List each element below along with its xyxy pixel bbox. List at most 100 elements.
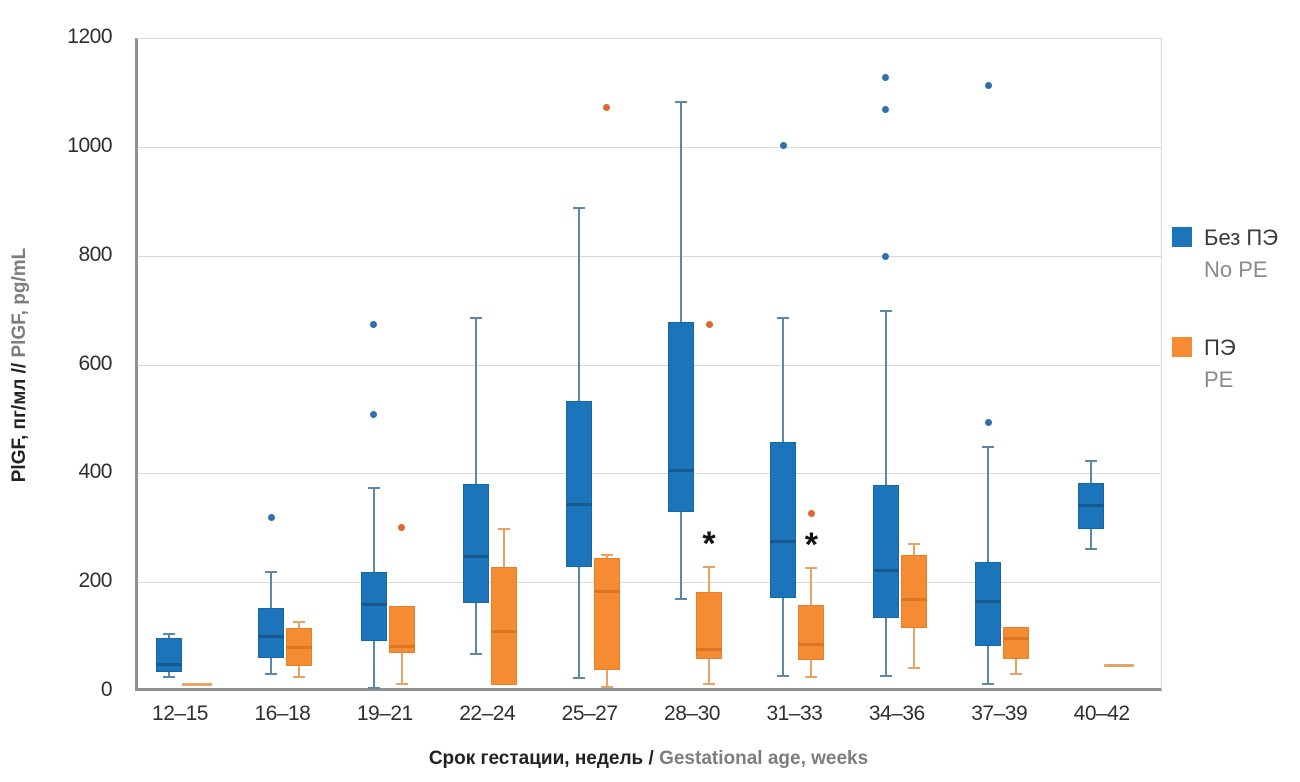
outlier-dot <box>370 410 378 418</box>
whisker-cap-low <box>777 674 790 677</box>
median-line <box>770 539 797 543</box>
y-axis-label: PlGF, пг/мл // PlGF, pg/mL <box>9 185 31 545</box>
median-line <box>798 643 825 647</box>
box <box>156 637 182 673</box>
whisker-cap-low <box>265 673 278 676</box>
x-tick-label: 34–36 <box>868 702 925 725</box>
x-axis-label-ru: Срок гестации, недель / <box>428 748 654 769</box>
legend: Без ПЭ No PE ПЭ PE <box>1172 222 1278 442</box>
box <box>593 558 620 671</box>
box <box>696 592 722 659</box>
x-tick-label: 31–33 <box>766 702 823 725</box>
whisker-cap-low <box>600 685 613 688</box>
outlier-dot <box>984 419 992 427</box>
median-line <box>156 662 182 666</box>
box <box>975 562 1002 646</box>
whisker-cap-low <box>367 686 380 689</box>
median-line <box>258 634 285 638</box>
whisker-cap-high <box>703 565 715 568</box>
y-tick-label: 800 <box>78 242 112 266</box>
whisker-cap-low <box>907 667 920 670</box>
gridline <box>138 364 1161 366</box>
flat-value-line <box>1103 664 1134 668</box>
whisker-cap-low <box>395 682 408 685</box>
outlier-dot <box>603 103 611 111</box>
outlier-dot <box>807 510 815 517</box>
whisker-cap-high <box>498 527 511 530</box>
median-line <box>872 569 899 573</box>
box <box>565 400 592 567</box>
median-line <box>975 599 1002 603</box>
x-tick-label: 28–30 <box>664 702 720 725</box>
y-tick-label: 0 <box>100 678 113 701</box>
box <box>258 607 285 658</box>
box <box>668 321 694 513</box>
outlier-dot <box>705 321 713 329</box>
median-line <box>668 468 694 472</box>
significance-marker: * <box>804 526 818 565</box>
outlier-dot <box>398 524 406 532</box>
whisker-cap-high <box>675 100 687 103</box>
legend-swatch-no-pe <box>1172 227 1192 247</box>
whisker-cap-high <box>265 571 278 574</box>
x-tick-label: 22–24 <box>459 702 516 725</box>
whisker-cap-low <box>879 674 892 677</box>
median-line <box>463 554 490 558</box>
y-tick-label: 400 <box>78 460 112 484</box>
gridline <box>138 146 1161 148</box>
whisker-cap-low <box>1084 547 1097 550</box>
whisker-cap-high <box>982 446 995 449</box>
outlier-dot <box>370 321 378 329</box>
x-tick-label: 37–39 <box>971 702 1028 725</box>
outlier-dot <box>882 106 890 114</box>
whisker-cap-high <box>572 206 585 209</box>
significance-marker: * <box>702 524 716 563</box>
y-axis-label-en: PlGF, pg/mL <box>9 247 30 358</box>
x-tick-label: 40–42 <box>1073 702 1130 725</box>
median-line <box>491 630 518 634</box>
gridline <box>138 473 1161 475</box>
outlier-dot <box>779 141 787 149</box>
box <box>463 483 490 603</box>
outlier-dot <box>882 253 890 261</box>
box <box>770 441 797 598</box>
whisker-cap-high <box>293 620 306 623</box>
x-tick-label: 25–27 <box>561 702 618 725</box>
whisker-cap-low <box>805 675 818 678</box>
box <box>360 572 387 641</box>
median-line <box>1077 503 1104 507</box>
x-tick-label: 12–15 <box>152 702 208 725</box>
outlier-dot <box>267 514 275 522</box>
median-line <box>565 503 592 507</box>
legend-item-pe: ПЭ PE <box>1172 332 1278 396</box>
whisker-cap-high <box>805 567 818 570</box>
x-axis-label-en: Gestational age, weeks <box>659 748 869 769</box>
box <box>900 554 927 628</box>
median-line <box>286 645 313 649</box>
box <box>491 566 518 685</box>
median-line <box>900 597 927 601</box>
median-line <box>593 589 620 593</box>
median-line <box>1003 637 1030 641</box>
whisker-cap-low <box>675 597 687 600</box>
y-axis-label-ru: PlGF, пг/мл // <box>9 362 30 483</box>
median-line <box>360 602 387 606</box>
legend-label-no-pe: Без ПЭ No PE <box>1204 225 1279 282</box>
whisker-cap-high <box>600 553 613 556</box>
whisker-cap-low <box>163 675 175 678</box>
whisker-cap-low <box>982 682 995 685</box>
whisker-cap-low <box>293 675 306 678</box>
x-axis-label: Срок гестации, недель / Gestational age,… <box>135 748 1162 770</box>
box <box>872 485 899 618</box>
flat-value-line <box>182 683 212 687</box>
legend-item-no-pe: Без ПЭ No PE <box>1172 222 1278 286</box>
whisker-cap-high <box>1084 459 1097 462</box>
median-line <box>696 648 722 651</box>
plot-area: * * <box>135 38 1162 691</box>
outlier-dot <box>984 81 992 89</box>
whisker-cap-high <box>879 310 892 313</box>
whisker-cap-low <box>1010 673 1023 676</box>
whisker-cap-high <box>777 317 790 320</box>
box <box>1003 627 1030 659</box>
